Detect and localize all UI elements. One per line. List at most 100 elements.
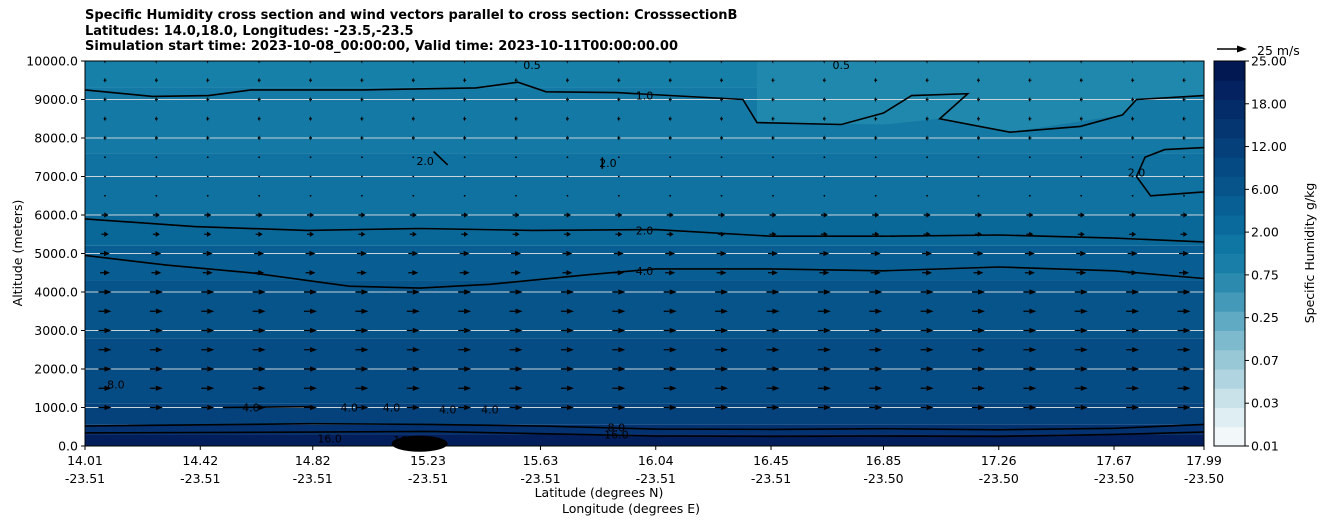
wind-vector-2-7-head bbox=[464, 366, 472, 372]
wind-vector-1-21 bbox=[1177, 385, 1191, 391]
wind-vector-12-5 bbox=[361, 175, 363, 178]
wind-vector-4-6 bbox=[406, 327, 420, 334]
wind-vector-10-16-head bbox=[926, 212, 931, 218]
contour-label-17: 0.5 bbox=[833, 59, 851, 72]
wind-vector-8-13 bbox=[767, 250, 778, 257]
wind-vector-13-19 bbox=[1080, 156, 1083, 159]
wind-vector-9-8-head bbox=[515, 231, 520, 237]
wind-vector-0-0-head bbox=[104, 404, 112, 411]
wind-vector-16-14-head bbox=[822, 96, 825, 103]
contour-label-8: 8.0 bbox=[107, 378, 125, 391]
wind-vector-17-10 bbox=[617, 77, 621, 83]
wind-vector-14-7-head bbox=[463, 135, 465, 141]
wind-vector-18-8-head bbox=[514, 61, 517, 64]
wind-vector-16-10-head bbox=[617, 96, 620, 103]
wind-vector-8-17-head bbox=[977, 250, 984, 257]
wind-vector-16-14 bbox=[822, 96, 826, 103]
wind-vector-13-4 bbox=[309, 156, 312, 159]
wind-vector-3-0 bbox=[98, 347, 112, 353]
wind-vector-6-14-head bbox=[823, 289, 831, 295]
wind-vector-15-16 bbox=[925, 116, 929, 122]
wind-vector-2-20-head bbox=[1132, 366, 1140, 372]
x-tick-lat-10: 17.99 bbox=[1186, 453, 1222, 468]
wind-vector-6-1-head bbox=[155, 289, 163, 295]
x-tick-lat-6: 16.45 bbox=[753, 453, 789, 468]
wind-vector-7-12 bbox=[716, 270, 727, 276]
contour-label-9: 4.0 bbox=[242, 402, 260, 415]
wind-vector-6-20-head bbox=[1132, 289, 1140, 295]
wind-vector-7-8 bbox=[511, 270, 522, 276]
wind-vector-2-18-head bbox=[1029, 366, 1037, 372]
wind-vector-0-20 bbox=[1126, 404, 1140, 411]
wind-vector-16-7 bbox=[463, 96, 467, 103]
wind-vector-1-8-head bbox=[515, 385, 523, 391]
wind-vector-6-1 bbox=[149, 289, 163, 295]
wind-vector-14-12 bbox=[720, 135, 724, 141]
wind-vector-14-3 bbox=[257, 135, 261, 141]
wind-vector-10-1-head bbox=[155, 212, 160, 218]
wind-vector-6-2-head bbox=[207, 289, 215, 295]
colorbar-tick-label-4: 2.00 bbox=[1251, 225, 1279, 240]
wind-vector-7-19-head bbox=[1080, 270, 1087, 276]
wind-vector-0-13-head bbox=[772, 404, 780, 411]
wind-vector-17-14 bbox=[822, 77, 826, 83]
wind-vector-16-21 bbox=[1182, 96, 1186, 103]
wind-vector-9-12 bbox=[718, 231, 726, 237]
wind-vector-4-9-head bbox=[566, 327, 574, 334]
wind-vector-9-9-head bbox=[566, 231, 571, 237]
wind-vector-15-21 bbox=[1182, 116, 1186, 122]
wind-vector-18-14-head bbox=[822, 61, 825, 64]
wind-vector-8-7 bbox=[459, 250, 470, 257]
wind-vector-8-1 bbox=[151, 250, 162, 257]
wind-vectors bbox=[98, 61, 1191, 411]
wind-reference-label: 25 m/s bbox=[1257, 43, 1300, 58]
wind-vector-10-3 bbox=[255, 212, 263, 218]
wind-vector-13-13 bbox=[772, 156, 774, 159]
wind-vector-10-11 bbox=[666, 212, 674, 218]
wind-vector-3-6-head bbox=[412, 347, 420, 353]
wind-vector-6-20 bbox=[1126, 289, 1140, 295]
wind-vector-3-14 bbox=[817, 347, 831, 353]
x-tick-lon-9: -23.50 bbox=[1094, 471, 1134, 486]
wind-vector-17-9-head bbox=[565, 77, 568, 83]
wind-vector-9-11-head bbox=[669, 231, 674, 237]
wind-vector-0-1 bbox=[149, 404, 163, 411]
wind-vector-8-18 bbox=[1024, 250, 1035, 257]
wind-vector-1-20 bbox=[1126, 385, 1140, 391]
field-band-5 bbox=[85, 280, 1204, 339]
wind-vector-7-4-head bbox=[309, 270, 316, 276]
y-tick-label-1: 1000.0 bbox=[34, 400, 78, 415]
wind-vector-6-17 bbox=[971, 289, 985, 295]
wind-vector-3-1 bbox=[149, 347, 163, 353]
wind-vector-15-17-head bbox=[976, 116, 979, 122]
wind-vector-18-8 bbox=[514, 61, 518, 64]
wind-vector-14-16-head bbox=[925, 135, 928, 141]
wind-vector-3-2 bbox=[201, 347, 215, 353]
colorbar-band-10 bbox=[1214, 234, 1245, 254]
wind-vector-1-1 bbox=[149, 385, 163, 391]
wind-vector-17-3-head bbox=[257, 77, 260, 83]
wind-vector-6-2 bbox=[201, 289, 215, 295]
wind-vector-4-20-head bbox=[1132, 327, 1140, 334]
wind-vector-8-3-head bbox=[258, 250, 265, 257]
wind-vector-3-9 bbox=[560, 347, 574, 353]
wind-vector-6-3-head bbox=[258, 289, 266, 295]
wind-vector-10-19 bbox=[1077, 212, 1085, 218]
wind-vector-4-16 bbox=[920, 327, 934, 334]
wind-vector-6-5 bbox=[355, 289, 369, 295]
wind-vector-15-21-head bbox=[1182, 116, 1185, 122]
wind-vector-15-6-head bbox=[411, 116, 414, 122]
wind-vector-8-1-head bbox=[155, 250, 162, 257]
wind-vector-3-13-head bbox=[772, 347, 780, 353]
wind-vector-2-9-head bbox=[566, 366, 574, 372]
wind-vector-6-0 bbox=[98, 289, 112, 295]
wind-vector-17-21 bbox=[1182, 77, 1186, 83]
wind-vector-9-16-head bbox=[926, 231, 931, 237]
wind-vector-7-12-head bbox=[720, 270, 727, 276]
wind-vector-2-20 bbox=[1126, 366, 1140, 372]
wind-vector-6-21 bbox=[1177, 289, 1191, 295]
wind-vector-9-14 bbox=[820, 231, 828, 237]
wind-vector-0-10 bbox=[612, 404, 626, 411]
wind-vector-16-5-head bbox=[360, 96, 363, 103]
wind-vector-18-3 bbox=[257, 61, 261, 64]
